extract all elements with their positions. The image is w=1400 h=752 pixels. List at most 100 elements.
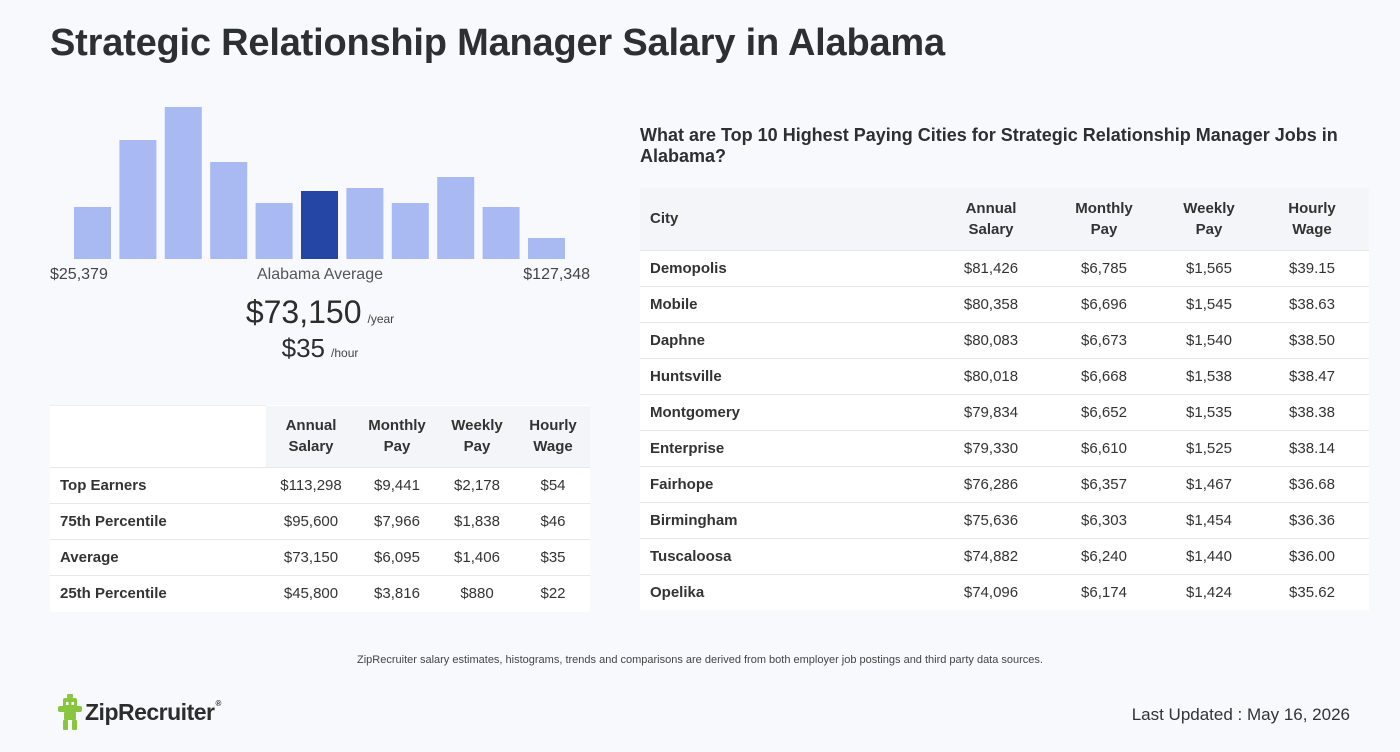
histogram-bar-average — [301, 191, 338, 259]
table-row: Average $73,150 $6,095 $1,406 $35 — [50, 539, 590, 576]
table-row: Demopolis $81,426 $6,785 $1,565 $39.15 — [640, 250, 1369, 286]
annual-salary: $95,600 — [283, 513, 339, 530]
cities-header-city: City — [640, 188, 937, 250]
cities-header-hourly: Hourly Wage — [1255, 188, 1369, 250]
annual-salary: $76,286 — [963, 475, 1019, 493]
hourly-wage: $39.15 — [1289, 259, 1335, 277]
monthly-pay: $6,652 — [1081, 403, 1127, 421]
weekly-pay: $880 — [460, 585, 494, 603]
page-title: Strategic Relationship Manager Salary in… — [50, 22, 945, 64]
histogram-max-label: $127,348 — [523, 266, 590, 283]
monthly-pay: $6,673 — [1081, 331, 1127, 349]
monthly-pay: $6,240 — [1081, 547, 1127, 565]
annual-salary: $81,426 — [963, 259, 1019, 277]
monthly-pay: $6,668 — [1081, 367, 1127, 385]
city-name: Birmingham — [650, 511, 738, 529]
ziprecruiter-mascot-icon — [58, 694, 82, 730]
hourly-wage: $36.68 — [1289, 475, 1335, 493]
weekly-pay: $1,535 — [1186, 403, 1232, 421]
annual-salary: $80,083 — [963, 331, 1019, 349]
hourly-wage: $36.00 — [1289, 547, 1335, 565]
weekly-pay: $1,440 — [1186, 547, 1232, 565]
table-row: Enterprise $79,330 $6,610 $1,525 $38.14 — [640, 430, 1369, 466]
weekly-pay: $1,565 — [1186, 259, 1232, 277]
top-cities-table: City Annual Salary Monthly Pay Weekly Pay H… — [640, 188, 1369, 610]
row-label: 75th Percentile — [60, 513, 167, 530]
hourly-wage: $46 — [540, 513, 566, 530]
city-name: Daphne — [650, 331, 706, 349]
top-cities-heading: What are Top 10 Highest Paying Cities fo… — [640, 125, 1338, 166]
average-hourly: $35/hour — [50, 333, 590, 364]
weekly-pay: $1,525 — [1186, 439, 1232, 457]
histogram-bar — [255, 203, 293, 259]
weekly-pay: $1,454 — [1186, 511, 1232, 529]
weekly-pay: $2,178 — [454, 477, 500, 494]
histogram-bar — [119, 140, 157, 259]
city-name: Enterprise — [650, 439, 725, 457]
logo-text: ZipRecruiter® — [85, 698, 221, 725]
histogram-min-label: $25,379 — [50, 266, 108, 283]
weekly-pay: $1,545 — [1186, 295, 1232, 313]
city-name: Opelika — [650, 583, 705, 601]
hourly-wage: $38.63 — [1289, 295, 1335, 313]
monthly-pay: $9,441 — [374, 477, 420, 494]
monthly-pay: $6,696 — [1081, 295, 1127, 313]
histogram-bar — [74, 207, 111, 259]
average-annual-unit: /year — [367, 312, 395, 326]
table-row: Huntsville $80,018 $6,668 $1,538 $38.47 — [640, 358, 1369, 394]
table-row: Montgomery $79,834 $6,652 $1,535 $38.38 — [640, 394, 1369, 430]
cities-header-weekly: Weekly Pay — [1163, 188, 1255, 250]
annual-salary: $73,150 — [283, 549, 339, 566]
city-name: Montgomery — [650, 403, 740, 421]
annual-salary: $74,882 — [963, 547, 1019, 565]
table-row: Fairhope $76,286 $6,357 $1,467 $36.68 — [640, 466, 1369, 502]
average-salary-block: $73,150/year $35/hour — [50, 294, 590, 364]
city-name: Mobile — [650, 295, 698, 313]
monthly-pay: $6,174 — [1081, 583, 1127, 601]
annual-salary: $80,358 — [963, 295, 1019, 313]
hourly-wage: $22 — [540, 585, 566, 603]
hourly-wage: $35.62 — [1289, 583, 1335, 601]
hourly-wage: $54 — [540, 477, 566, 494]
histogram-average-label: Alabama Average — [256, 266, 383, 283]
monthly-pay: $6,303 — [1081, 511, 1127, 529]
average-annual: $73,150/year — [50, 294, 590, 331]
annual-salary: $80,018 — [963, 367, 1019, 385]
row-label: Average — [60, 549, 119, 566]
histogram-bar — [528, 238, 565, 259]
percentile-header-annual: Annual Salary — [266, 405, 356, 468]
row-label: 25th Percentile — [60, 585, 167, 603]
weekly-pay: $1,467 — [1186, 475, 1232, 493]
monthly-pay: $6,785 — [1081, 259, 1127, 277]
annual-salary: $79,834 — [963, 403, 1019, 421]
percentile-header-monthly: Monthly Pay — [356, 405, 438, 468]
table-row: Opelika $74,096 $6,174 $1,424 $35.62 — [640, 574, 1369, 610]
hourly-wage: $38.38 — [1289, 403, 1335, 421]
hourly-wage: $38.14 — [1289, 439, 1335, 457]
annual-salary: $74,096 — [963, 583, 1019, 601]
monthly-pay: $7,966 — [374, 513, 420, 530]
average-hourly-unit: /hour — [331, 346, 359, 360]
weekly-pay: $1,540 — [1186, 331, 1232, 349]
percentile-table-header: Annual Salary Monthly Pay Weekly Pay Hourly… — [50, 405, 590, 468]
ziprecruiter-logo[interactable]: ZipRecruiter® — [58, 694, 221, 730]
salary-histogram — [50, 96, 590, 262]
row-label: Top Earners — [60, 477, 147, 494]
average-annual-value: $73,150 — [245, 294, 362, 330]
histogram-bar — [482, 207, 520, 259]
histogram-bar — [391, 203, 429, 259]
monthly-pay: $6,095 — [374, 549, 420, 566]
city-name: Tuscaloosa — [650, 547, 732, 565]
percentile-header-weekly: Weekly Pay — [438, 405, 516, 468]
cities-header-annual: Annual Salary — [937, 188, 1045, 250]
hourly-wage: $35 — [540, 549, 566, 566]
monthly-pay: $6,610 — [1081, 439, 1127, 457]
weekly-pay: $1,406 — [454, 549, 500, 566]
histogram-bar — [210, 162, 248, 259]
table-row: 75th Percentile $95,600 $7,966 $1,838 $4… — [50, 503, 590, 540]
weekly-pay: $1,538 — [1186, 367, 1232, 385]
monthly-pay: $3,816 — [374, 585, 420, 603]
annual-salary: $75,636 — [963, 511, 1019, 529]
hourly-wage: $38.50 — [1289, 331, 1335, 349]
